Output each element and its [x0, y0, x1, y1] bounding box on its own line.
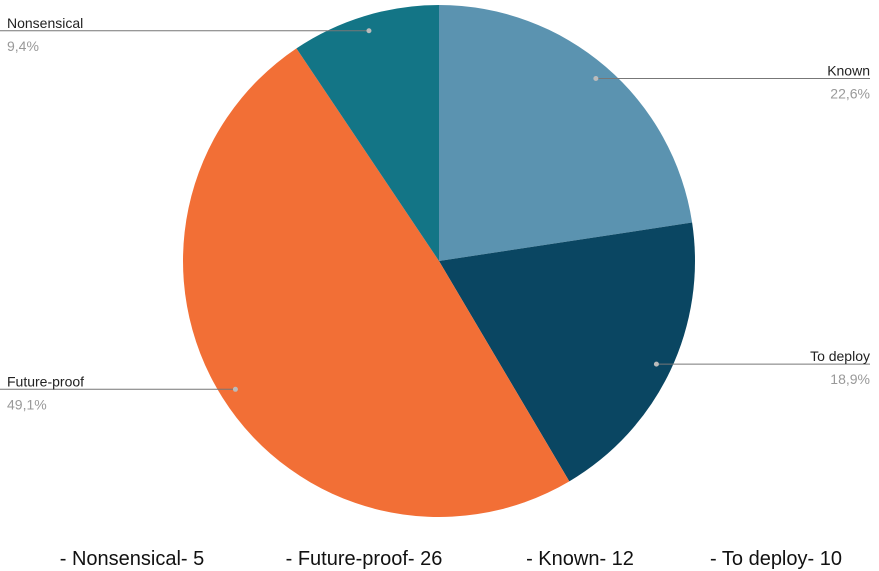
pie-slice	[439, 222, 695, 482]
slice-label: Known	[827, 63, 870, 79]
slice-value-label: 18,9%	[830, 371, 870, 387]
slice-label: To deploy	[810, 348, 870, 364]
pie-slice	[183, 48, 570, 517]
pie-slice	[296, 5, 439, 261]
footnote: - Nonsensical- 5	[60, 548, 205, 570]
leader-dot	[232, 386, 238, 392]
leader-dot	[653, 361, 659, 367]
slice-label: Nonsensical	[7, 15, 83, 31]
slice-value-label: 49,1%	[7, 396, 47, 412]
slice-value-label: 9,4%	[7, 38, 39, 54]
slice-value-label: 22,6%	[830, 86, 870, 102]
leader-dot	[593, 76, 599, 82]
pie-slice	[439, 5, 693, 261]
footnote: - To deploy- 10	[710, 548, 842, 570]
leader-dot	[366, 28, 372, 34]
slice-label: Future-proof	[7, 373, 84, 389]
footnote: - Future-proof- 26	[286, 548, 443, 570]
footnote: - Known- 12	[526, 548, 634, 570]
